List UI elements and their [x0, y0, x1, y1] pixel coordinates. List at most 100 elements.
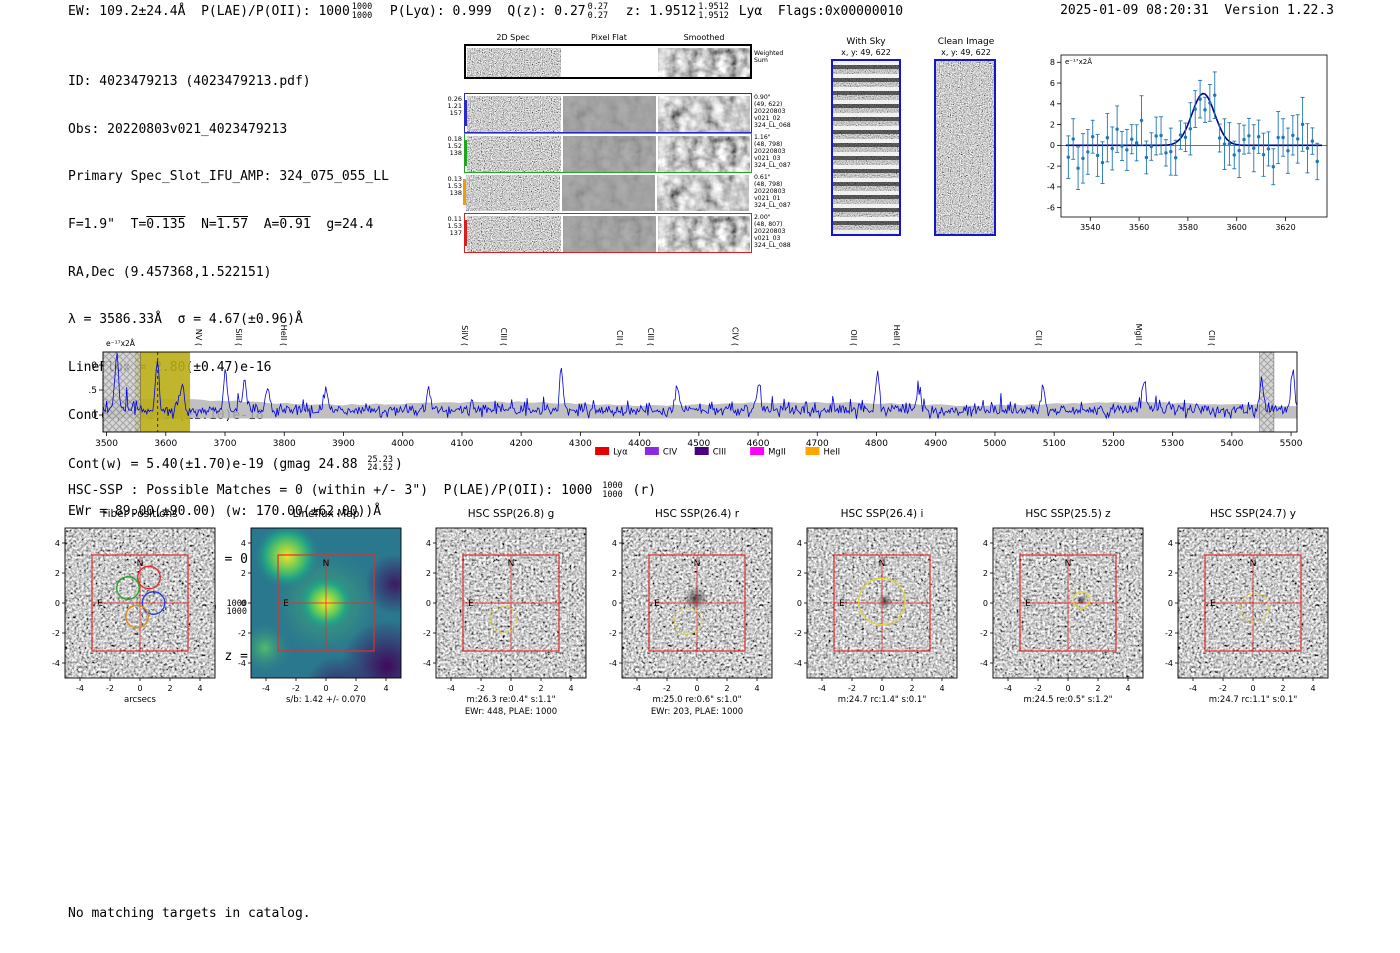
svg-text:0: 0: [1065, 684, 1070, 693]
info-f: F=1.9" T=: [68, 216, 147, 232]
full-spectrum-plot: 3500 3600 3700 3800 3900 4000 4100 4200 4300 4400…: [88, 324, 1303, 458]
cutout-plot-r: N E -4 -4 -2 -2 0 0 2 2 4 4: [609, 527, 773, 693]
cutout-caption-g: EWr: 448, PLAE: 1000: [464, 707, 558, 717]
svg-text:5500: 5500: [1280, 439, 1303, 449]
svg-text:4200: 4200: [510, 439, 533, 449]
header-qz-frac: 0.27 0.27: [588, 3, 608, 20]
cutout-xlabel-fiber: arcsecs: [124, 695, 156, 705]
spec2d-row-color-tick: [463, 179, 466, 205]
svg-text:CII (: CII (: [1034, 330, 1043, 346]
svg-text:N: N: [1065, 559, 1072, 569]
cutout-caption-r: EWr: 203, PLAE: 1000: [650, 707, 744, 717]
svg-text:-4: -4: [1047, 183, 1055, 192]
svg-text:0: 0: [508, 684, 513, 693]
spec2d-pixelflat-image: [562, 175, 655, 211]
spec2d-left-labels: 0.13 1.53 138: [447, 175, 462, 198]
cutout-plot-lineflux: N E -4 -4 -2 -2 0 0 2 2 4 4: [238, 527, 402, 693]
svg-text:4: 4: [754, 684, 759, 693]
info-a: 0.91: [279, 216, 311, 232]
svg-text:2: 2: [1050, 120, 1055, 129]
info-cont-w-close: ): [395, 456, 403, 472]
spec2d-left-labels: 0.26 1.21 157: [447, 95, 462, 118]
cutout-plot-i: N E -4 -4 -2 -2 0 0 2 2 4 4: [794, 527, 958, 693]
svg-text:-2: -2: [52, 629, 60, 638]
svg-text:4: 4: [568, 684, 573, 693]
frac-hi: 1.9512: [698, 2, 729, 12]
svg-text:2: 2: [353, 684, 358, 693]
svg-text:MgII: MgII: [768, 448, 786, 458]
info-n-label: N=: [185, 216, 217, 232]
svg-text:3540: 3540: [1080, 223, 1100, 232]
svg-text:-4: -4: [1165, 659, 1173, 668]
info-plae-frac1: 1000 1000: [227, 600, 247, 617]
svg-text:4100: 4100: [450, 439, 473, 449]
frac-lo: 1000: [602, 489, 623, 500]
svg-text:-2: -2: [477, 684, 485, 693]
svg-text:-2: -2: [1034, 684, 1042, 693]
svg-text:-2: -2: [794, 629, 802, 638]
svg-text:3620: 3620: [1275, 223, 1295, 232]
svg-text:HeII: HeII: [824, 448, 841, 458]
svg-text:-2: -2: [106, 684, 114, 693]
svg-text:e⁻¹⁷x2Å: e⁻¹⁷x2Å: [106, 339, 136, 348]
svg-text:-2: -2: [663, 684, 671, 693]
info-radec: RA,Dec (9.457368,1.522151): [68, 264, 272, 280]
svg-text:-4: -4: [238, 659, 246, 668]
header-qz: Q(z): 0.27: [507, 4, 586, 19]
svg-text:4900: 4900: [924, 439, 947, 449]
svg-text:-4: -4: [794, 659, 802, 668]
frac-lo: 24.52: [367, 463, 394, 474]
svg-text:8: 8: [1050, 58, 1055, 67]
cutout-xlabel-r: m:25.0 re:0.6" s:1.0": [652, 695, 742, 705]
svg-text:-2: -2: [423, 629, 431, 638]
header-ztype: Lyα: [730, 4, 778, 19]
svg-text:CIV (: CIV (: [731, 327, 740, 346]
info-ftna-line: F=1.9" T=0.135 N=1.57 A=0.91 g=24.4: [68, 217, 403, 233]
svg-text:0: 0: [241, 599, 246, 608]
clean-image-panel: [934, 59, 996, 236]
svg-text:SiII (: SiII (: [234, 328, 243, 346]
spectrum-line: [102, 352, 1298, 420]
spec2d-smoothed-image: [658, 136, 750, 172]
svg-text:-2: -2: [980, 629, 988, 638]
svg-text:2: 2: [55, 569, 60, 578]
svg-text:4: 4: [1125, 684, 1130, 693]
svg-text:-4: -4: [76, 684, 84, 693]
spec2d-pixelflat-image: [563, 216, 656, 252]
spec2d-title-smoothed: Smoothed: [683, 33, 725, 42]
spec2d-weighted-smoothed-image: [658, 48, 750, 77]
svg-text:3500: 3500: [95, 439, 118, 449]
hsc-header-suffix: (r): [624, 483, 657, 498]
info-cont-w: Cont(w) = 5.40(±1.70)e-19 (gmag 24.88 25…: [68, 456, 403, 473]
svg-text:4: 4: [55, 539, 60, 548]
svg-text:4500: 4500: [687, 439, 710, 449]
cutout-title-g: HSC SSP(26.8) g: [467, 508, 555, 520]
info-g: g=24.4: [310, 216, 374, 232]
svg-text:e⁻¹⁷x2Å: e⁻¹⁷x2Å: [1065, 57, 1092, 66]
svg-text:0: 0: [426, 599, 431, 608]
svg-text:5100: 5100: [1043, 439, 1066, 449]
svg-text:6: 6: [1050, 79, 1055, 88]
masked-region: [102, 351, 141, 433]
svg-text:-4: -4: [980, 659, 988, 668]
svg-text:N: N: [137, 559, 144, 569]
info-ewr: EWr = 89.00(±90.00) (w: 170.00(±62.00))Å: [68, 504, 382, 520]
spec2d-row: [464, 213, 752, 253]
svg-text:CIV: CIV: [663, 448, 677, 458]
svg-text:-2: -2: [1165, 629, 1173, 638]
frac-hi: 1000: [226, 598, 248, 609]
cutout-plot-z: N E -4 -4 -2 -2 0 0 2 2 4 4: [980, 527, 1144, 693]
frac-hi: 1000: [351, 2, 373, 12]
svg-text:2: 2: [909, 684, 914, 693]
spec2d-right-labels: 2.00" (48, 807) 20220803 v021_03 324_LL_088: [754, 214, 791, 249]
spec2d-left-labels: 0.18 1.52 138: [447, 135, 462, 158]
clean-noise-image: [936, 61, 994, 234]
header-ew: EW: 109.2±24.4Å: [68, 4, 202, 19]
hsc-header-text: HSC-SSP : Possible Matches = 0 (within +…: [68, 483, 601, 498]
clean-panel-title: Clean Image: [937, 37, 995, 47]
svg-text:0: 0: [323, 684, 328, 693]
svg-text:3580: 3580: [1178, 223, 1198, 232]
svg-text:4: 4: [383, 684, 388, 693]
svg-text:2: 2: [167, 684, 172, 693]
cutout-plot-fiber: N E -4 -4 -2 -2 0 0 2 2 4 4: [52, 527, 216, 693]
